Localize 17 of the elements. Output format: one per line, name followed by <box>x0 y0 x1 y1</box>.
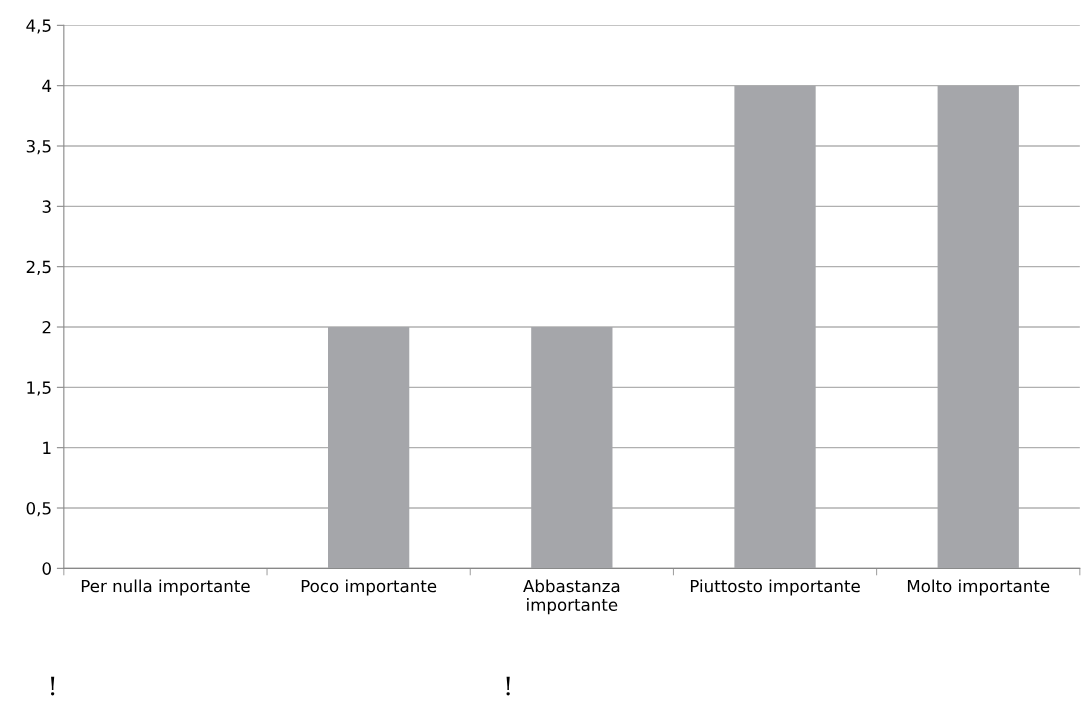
y-tick-label: 0,5 <box>26 501 51 517</box>
x-tick-label: Piuttosto importante <box>690 579 860 596</box>
y-tick-label: 3,5 <box>26 139 51 155</box>
x-tick-label: Molto importante <box>907 579 1050 596</box>
y-tick-label: 1 <box>43 441 51 455</box>
y-tick-label: 3 <box>42 200 51 213</box>
y-tick-label: 2 <box>42 320 51 334</box>
y-tick-label: 4 <box>42 79 52 93</box>
x-tick-label: Poco importante <box>301 579 437 596</box>
y-tick-label: 0 <box>42 562 51 575</box>
y-tick-label: 4,5 <box>26 19 51 34</box>
text: ! <box>506 676 510 696</box>
x-tick-label: Abbastanza importante <box>523 579 620 615</box>
y-tick-label: 1,5 <box>27 381 51 396</box>
y-tick-label: 2,5 <box>26 260 51 275</box>
text: ! <box>51 676 55 696</box>
x-tick-label: Per nulla importante <box>81 579 250 596</box>
